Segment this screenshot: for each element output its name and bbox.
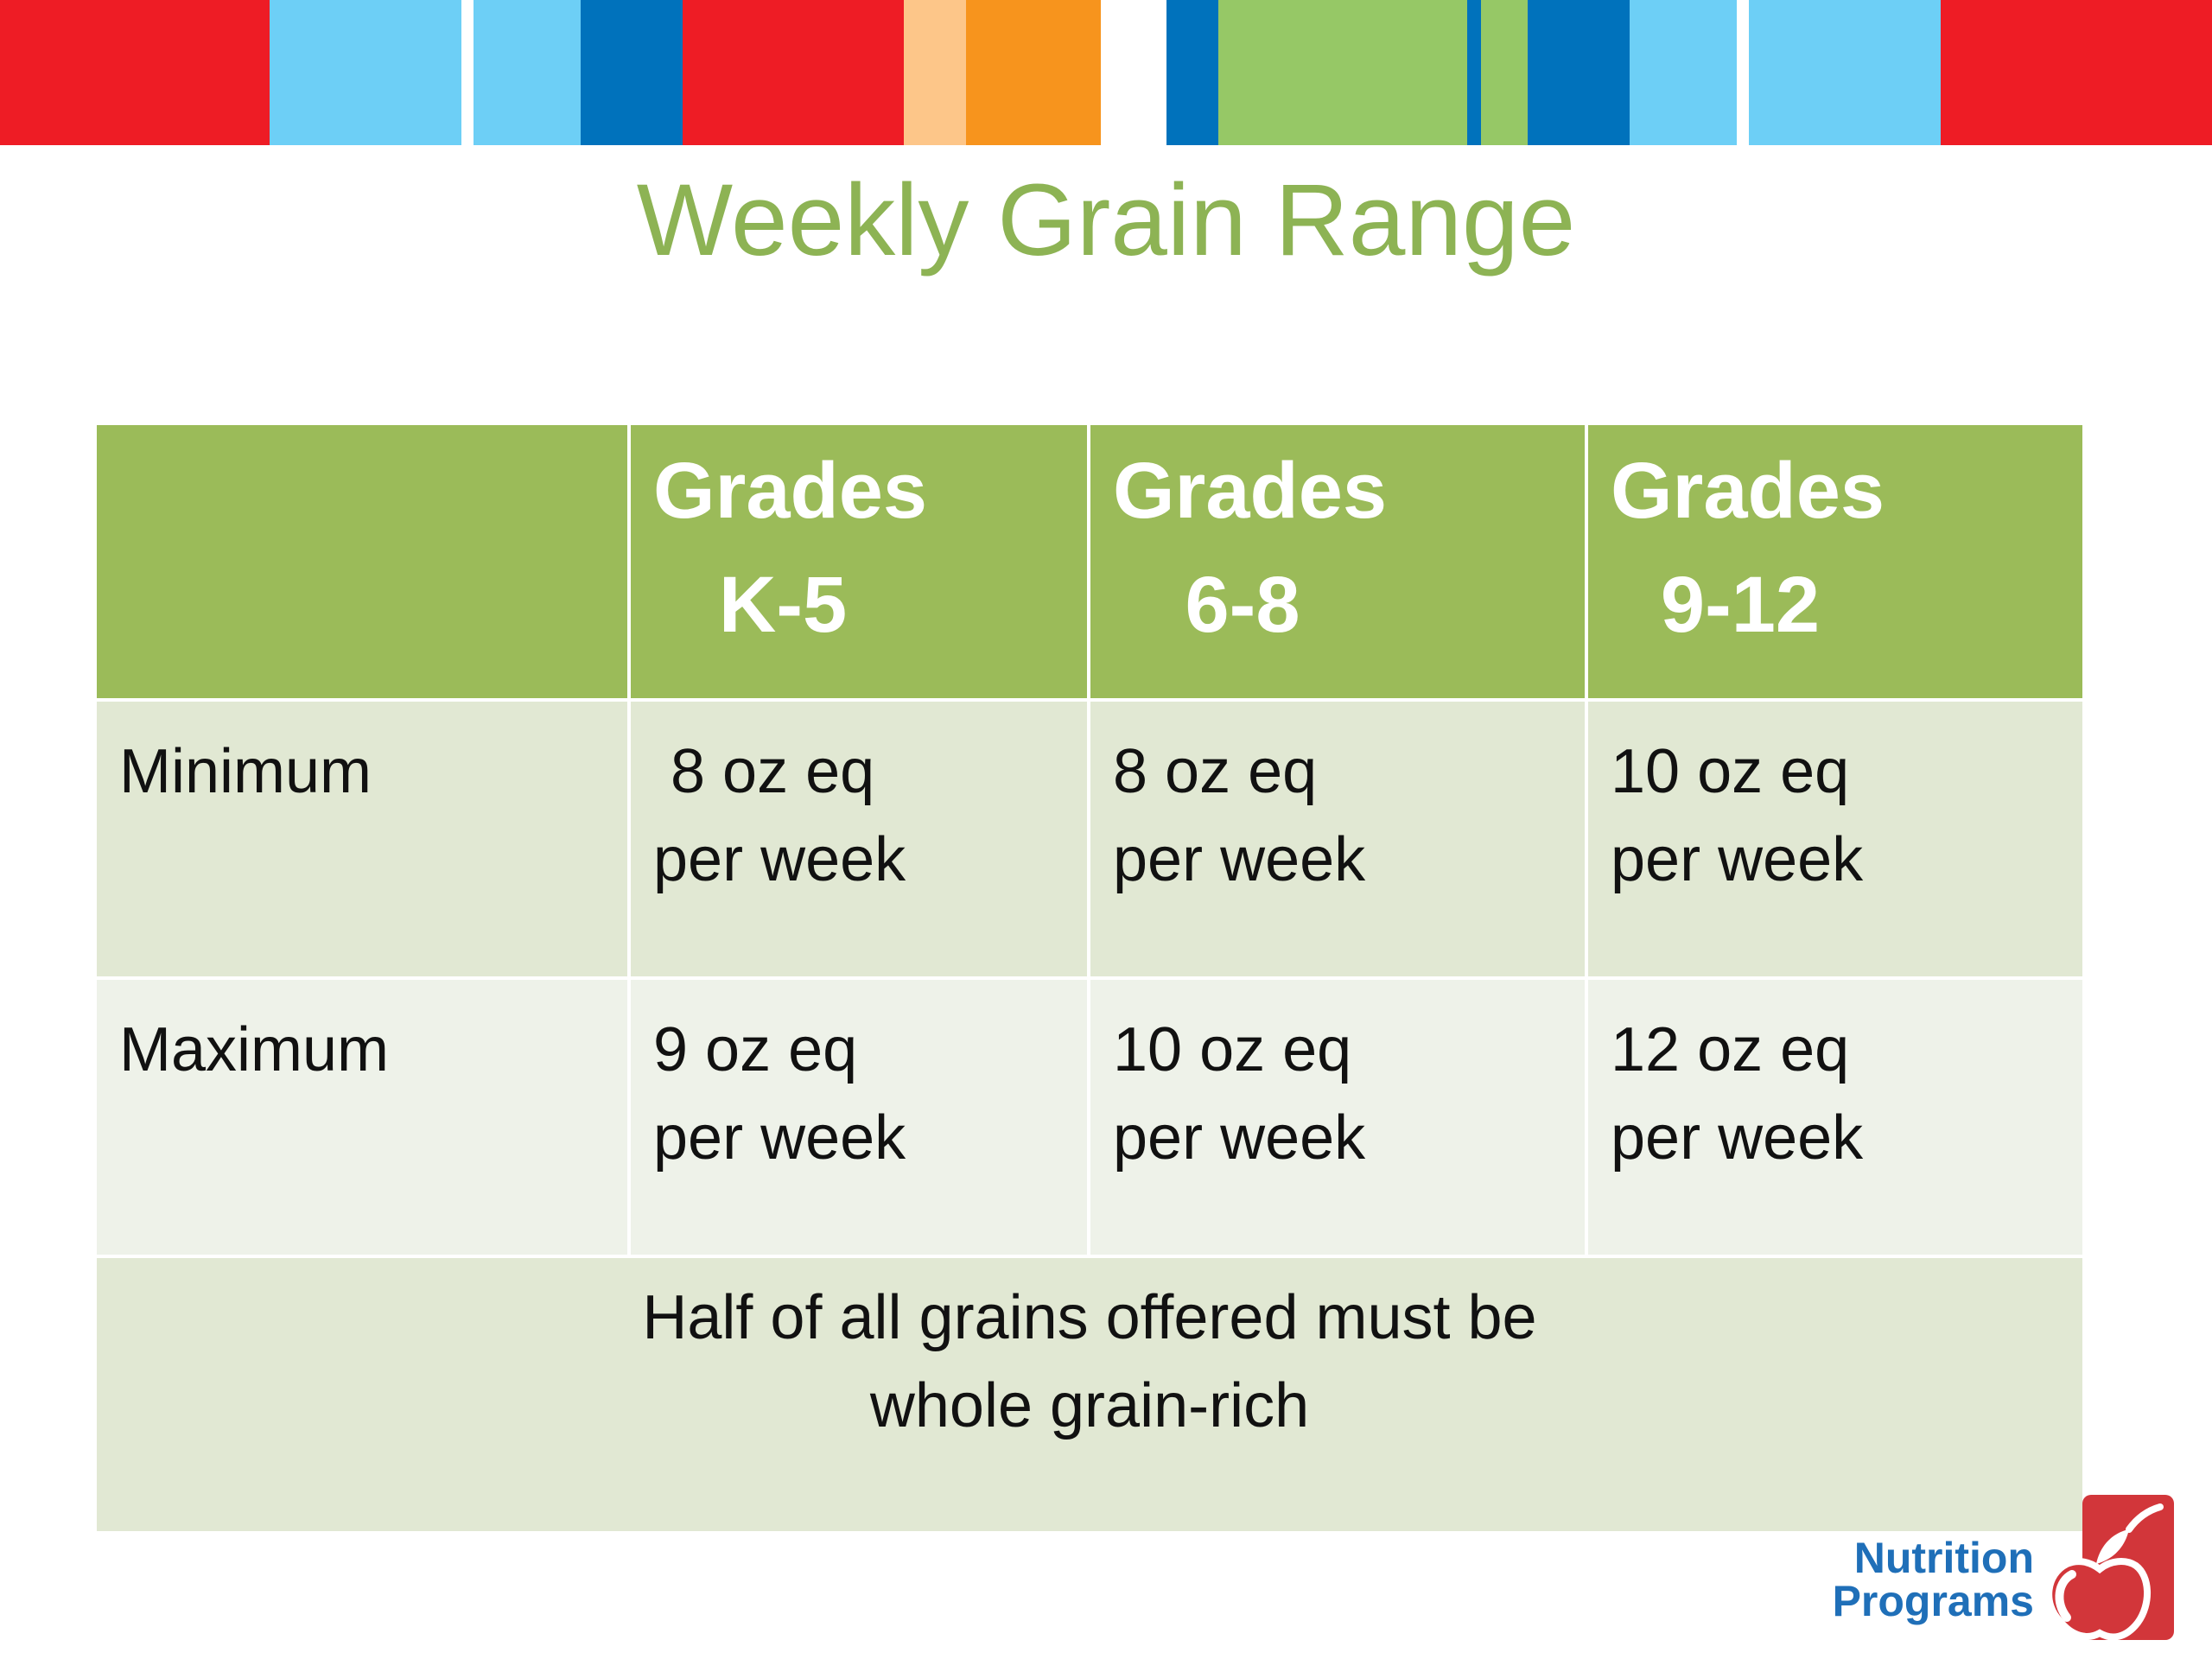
stripe-segment [0,0,270,145]
top-color-stripe [0,0,2212,145]
header-line: Grades [1113,447,1388,535]
stripe-segment [1737,0,1749,145]
header-grade-range: 9-12 [1660,561,1821,649]
stripe-segment [1467,0,1481,145]
stripe-segment [904,0,966,145]
table-row-note: Half of all grains offered must be whole… [93,1255,2086,1531]
slide-title: Weekly Grain Range [636,163,1576,277]
grain-range-table: Grades K-5 Grades 6-8 Grades 9-12 Minimu… [93,425,2086,1531]
row-label: Minimum [119,737,372,806]
value-cell: 10 oz eq per week [1585,698,2086,978]
note-line: Half of all grains offered must be [642,1283,1537,1352]
value-cell: 8 oz eq per week [627,698,1090,978]
row-label-cell: Minimum [93,698,631,978]
stripe-segment [1218,0,1467,145]
value-period: per week [1113,1103,1366,1173]
table-header-row: Grades K-5 Grades 6-8 Grades 9-12 [93,425,2086,700]
school-nutrition-logo: Nutrition Programs [1815,1488,2177,1643]
value-amount: 12 oz eq [1611,1015,1850,1084]
value-amount: 10 oz eq [1611,737,1850,806]
value-period: per week [1113,825,1366,894]
table-row-maximum: Maximum 9 oz eq per week 10 oz eq per week… [93,976,2086,1256]
note-line: whole grain-rich [869,1371,1310,1440]
row-label-cell: Maximum [93,976,631,1256]
value-amount: 8 oz eq [1113,737,1318,806]
row-label: Maximum [119,1015,390,1084]
value-amount: 8 oz eq [653,737,875,806]
value-period: per week [653,825,906,894]
stripe-segment [1481,0,1528,145]
header-cell-9-12: Grades 9-12 [1585,425,2086,700]
logo-text: Nutrition Programs [1833,1536,2034,1623]
value-cell: 9 oz eq per week [627,976,1090,1256]
stripe-segment [581,0,683,145]
apple-icon [2045,1495,2174,1641]
stripe-segment [1630,0,1737,145]
header-line: Grades [653,447,928,535]
header-cell-k5: Grades K-5 [627,425,1090,700]
stripe-segment [270,0,461,145]
header-line: Grades [1611,447,1885,535]
stripe-segment [1166,0,1218,145]
logo-line: Programs [1832,1577,2034,1625]
value-cell: 12 oz eq per week [1585,976,2086,1256]
value-cell: 10 oz eq per week [1087,976,1588,1256]
stripe-segment [1528,0,1630,145]
stripe-segment [461,0,474,145]
header-cell-6-8: Grades 6-8 [1087,425,1588,700]
note-cell: Half of all grains offered must be whole… [93,1255,2086,1531]
value-period: per week [1611,825,1864,894]
value-amount: 10 oz eq [1113,1015,1352,1084]
logo-line: Nutrition [1853,1534,2034,1582]
value-period: per week [653,1103,906,1173]
stripe-segment [683,0,904,145]
stripe-segment [1749,0,1941,145]
header-grade-range: 6-8 [1185,561,1300,649]
value-cell: 8 oz eq per week [1087,698,1588,978]
header-grade-range: K-5 [718,561,848,649]
stripe-segment [1941,0,2212,145]
stripe-segment [474,0,581,145]
value-period: per week [1611,1103,1864,1173]
value-amount: 9 oz eq [653,1015,858,1084]
header-cell-empty [93,425,631,700]
table-row-minimum: Minimum 8 oz eq per week 8 oz eq per week … [93,698,2086,978]
stripe-segment [1101,0,1166,145]
stripe-segment [966,0,1101,145]
